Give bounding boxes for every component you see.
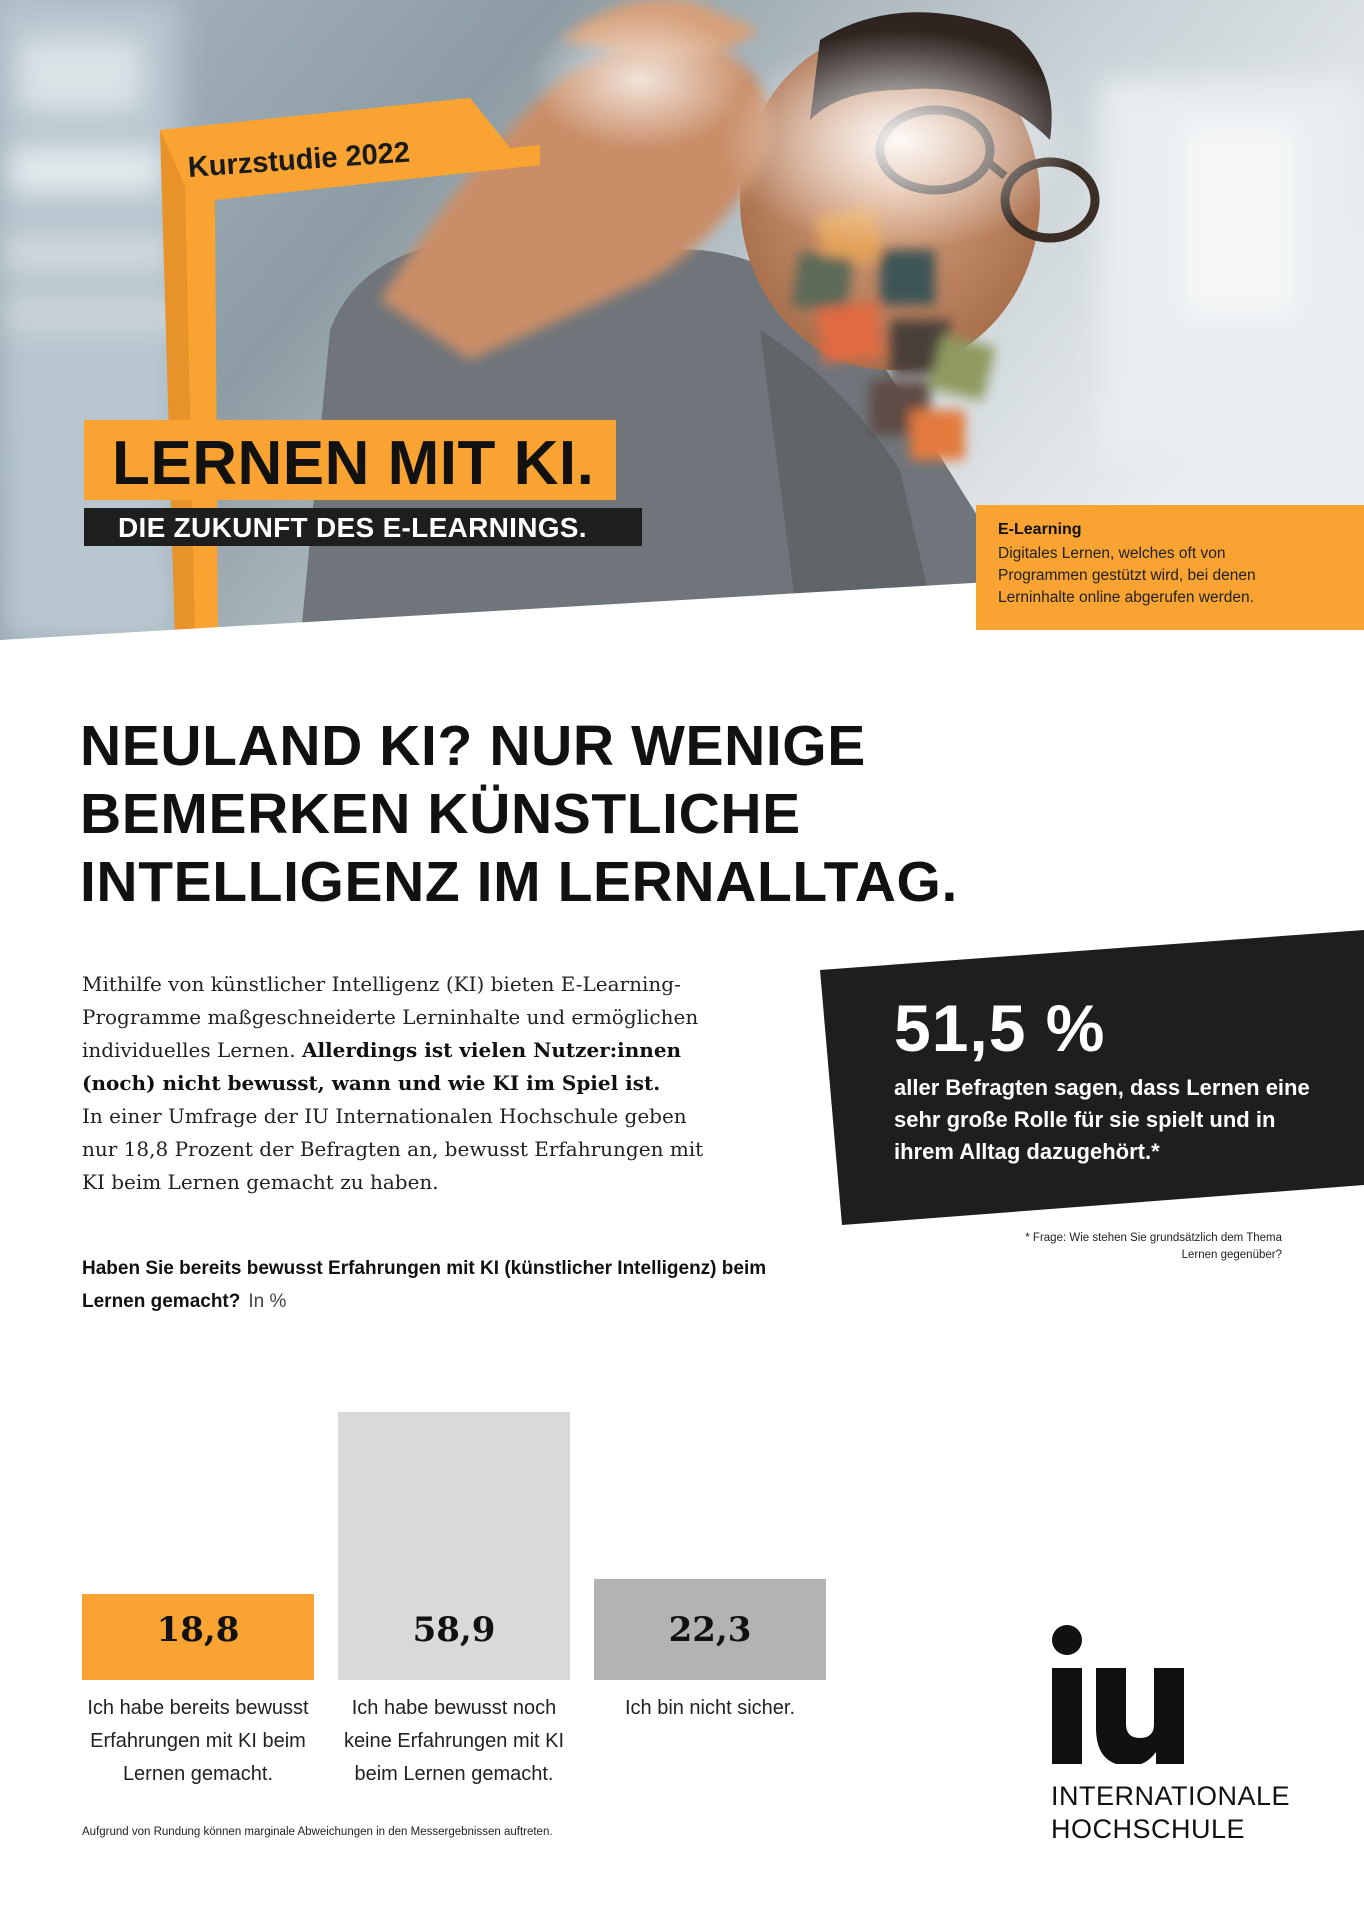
bar-chart: 18,8 Ich habe bereits bewusst Erfahrungen… (82, 1340, 842, 1810)
chart-question: Haben Sie bereits bewusst Erfahrungen mi… (82, 1252, 782, 1318)
headline-line: INTELLIGENZ IM LERNALLTAG. (80, 850, 958, 914)
chart-bar: 22,3 (594, 1578, 826, 1680)
hero-banner: Kurzstudie 2022 LERNEN MIT KI. DIE ZUKUN… (0, 0, 1364, 645)
chart-bar: 18,8 (82, 1594, 314, 1680)
stat-text: aller Befragten sagen, dass Lernen eine … (894, 1075, 1310, 1164)
definition-box: E-Learning Digitales Lernen, welches oft… (976, 505, 1364, 630)
definition-text: Digitales Lernen, welches oft von Progra… (998, 545, 1256, 606)
logo-line-1: INTERNATIONALE (1051, 1781, 1291, 1811)
chart-bar: 58,9 (338, 1412, 570, 1680)
definition-term: E-Learning (998, 521, 1082, 538)
hero-subtitle-box: DIE ZUKUNFT DES E-LEARNINGS. (84, 508, 642, 546)
intro-text: Mithilfe von künstlicher Intelligenz (KI… (82, 972, 699, 1062)
iu-logo: INTERNATIONALE HOCHSCHULE (1050, 1624, 1310, 1844)
headline-line: BEMERKEN KÜNSTLICHE (80, 782, 801, 846)
hero-subtitle: DIE ZUKUNFT DES E-LEARNINGS. (118, 512, 587, 543)
chart-bar-value: 58,9 (412, 1610, 496, 1650)
intro-paragraph: Mithilfe von künstlicher Intelligenz (KI… (82, 968, 722, 1199)
chart-bar-value: 18,8 (156, 1609, 240, 1650)
chart-category-label: Ich habe bewusst noch keine Erfahrungen … (343, 1697, 565, 1785)
chart-category-label: Ich habe bereits bewusst Erfahrungen mit… (87, 1697, 309, 1785)
hero-title: LERNEN MIT KI. (112, 429, 595, 498)
logo-wordmark: INTERNATIONALE HOCHSCHULE (1051, 1780, 1290, 1846)
chart-title: Haben Sie bereits bewusst Erfahrungen mi… (82, 1258, 767, 1312)
intro-highlight: Allerdings ist vielen Nutzer:innen (noch… (82, 1038, 682, 1095)
chart-unit: In % (248, 1291, 287, 1312)
logo-line-2: HOCHSCHULE (1051, 1814, 1246, 1844)
main-headline: NEULAND KI? NUR WENIGE BEMERKEN KÜNSTLIC… (80, 712, 1200, 916)
stat-value: 51,5 % (894, 991, 1106, 1065)
hero-title-box: LERNEN MIT KI. (84, 420, 616, 500)
stat-box-background (820, 930, 1364, 1225)
chart-category-label: Ich bin nicht sicher. (624, 1697, 796, 1719)
headline-line: NEULAND KI? NUR WENIGE (80, 714, 866, 778)
rounding-note: Aufgrund von Rundung können marginale Ab… (82, 1826, 553, 1838)
intro-text-2: In einer Umfrage der IU Internationalen … (82, 1104, 704, 1194)
chart-bar-value: 22,3 (668, 1609, 752, 1650)
iu-logo-mark (1052, 1625, 1184, 1764)
stat-footnote: * Frage: Wie stehen Sie grundsätzlich de… (1025, 1232, 1282, 1261)
